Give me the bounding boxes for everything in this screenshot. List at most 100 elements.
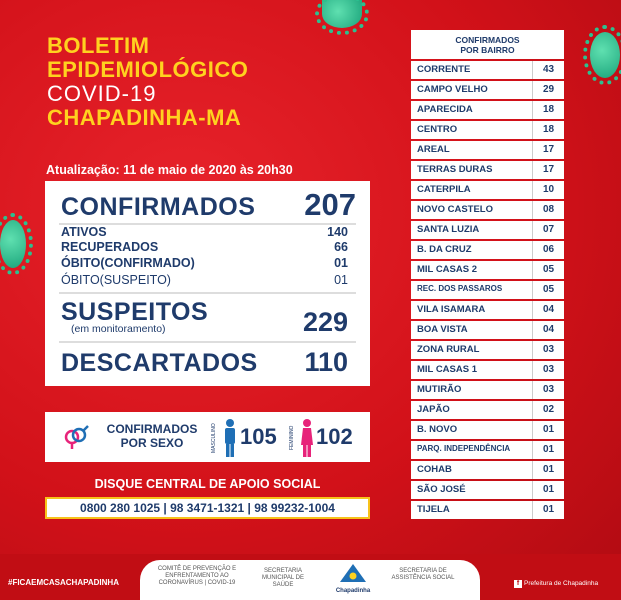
bairro-value: 04 [532, 321, 564, 339]
sex-title-line-1: CONFIRMADOS [106, 422, 198, 436]
title-line-4: CHAPADINHA-MA [47, 105, 242, 130]
prefeitura-label: Prefeitura de Chapadinha [524, 580, 599, 587]
bairro-row: COHAB 01 [411, 461, 564, 479]
bairro-name: BOA VISTA [417, 324, 468, 335]
suspeitos-label: SUSPEITOS [61, 298, 209, 326]
hashtag: #FICAEMCASACHAPADINHA [8, 578, 119, 587]
bairro-value: 43 [532, 61, 564, 79]
divider [59, 223, 356, 225]
virus-icon [315, 0, 369, 35]
bairro-value: 01 [532, 421, 564, 439]
bairro-row: CAMPO VELHO 29 [411, 81, 564, 99]
bairro-name: ZONA RURAL [417, 344, 480, 355]
bairro-row: SÃO JOSÉ 01 [411, 481, 564, 499]
bairro-name: SÃO JOSÉ [417, 484, 466, 495]
bairro-value: 07 [532, 221, 564, 239]
bairro-value: 05 [532, 261, 564, 279]
bairro-value: 29 [532, 81, 564, 99]
recuperados-value: 66 [334, 240, 348, 254]
bairro-row: JAPÃO 02 [411, 401, 564, 419]
bairro-row: SANTA LUZIA 07 [411, 221, 564, 239]
bulletin-title: BOLETIM EPIDEMIOLÓGICO COVID-19 CHAPADIN… [47, 34, 248, 130]
female-value: 102 [316, 424, 353, 449]
bairro-name: VILA ISAMARA [417, 304, 486, 315]
bairro-value: 04 [532, 301, 564, 319]
chapadinha-logo [340, 564, 366, 582]
bairro-row: ZONA RURAL 03 [411, 341, 564, 359]
bairro-row: AREAL 17 [411, 141, 564, 159]
bairro-name: TERRAS DURAS [417, 164, 493, 175]
bairro-row: MUTIRÃO 03 [411, 381, 564, 399]
bairro-name: JAPÃO [417, 404, 450, 415]
bairros-title-2: POR BAIRRO [460, 45, 515, 55]
bairro-value: 01 [532, 481, 564, 499]
ativos-label: ATIVOS [61, 225, 107, 239]
sec-saude-text: SECRETARIA MUNICIPAL DE SAÚDE [261, 568, 304, 588]
title-line-1: BOLETIM [47, 33, 150, 58]
bairro-value: 17 [532, 161, 564, 179]
virus-icon [0, 213, 33, 275]
obito-suspeito-value: 01 [334, 273, 348, 287]
sex-title-line-2: POR SEXO [120, 436, 184, 450]
descartados-value: 110 [304, 347, 348, 377]
sex-card: CONFIRMADOS POR SEXO MASCULINO 105 FEMIN… [45, 412, 370, 462]
bairro-value: 08 [532, 201, 564, 219]
bairro-name: COHAB [417, 464, 452, 475]
comite-text: COMITÊ DE PREVENÇÃO E ENFRENTAMENTO AO C… [157, 566, 237, 586]
footer-logos [140, 560, 480, 600]
bairro-row: NOVO CASTELO 08 [411, 201, 564, 219]
bairro-value: 03 [532, 361, 564, 379]
bairro-value: 01 [532, 461, 564, 479]
bairro-value: 06 [532, 241, 564, 259]
bairro-row: CENTRO 18 [411, 121, 564, 139]
logo-text: Chapadinha [335, 588, 371, 594]
sec-social-text: SECRETARIA DE ASSISTÊNCIA SOCIAL [391, 568, 455, 581]
bairro-value: 03 [532, 381, 564, 399]
bairro-value: 10 [532, 181, 564, 199]
obito-confirmado-value: 01 [334, 256, 348, 270]
suspeitos-value: 229 [302, 307, 348, 337]
bairro-name: CATERPILA [417, 184, 471, 195]
bairro-row: MIL CASAS 1 03 [411, 361, 564, 379]
facebook-icon: f [514, 580, 522, 588]
male-icon [225, 419, 235, 457]
divider [59, 292, 356, 294]
confirmados-value: 207 [304, 187, 356, 222]
bairro-value: 05 [532, 281, 564, 299]
confirmados-label: CONFIRMADOS [61, 193, 256, 221]
bairros-table: CONFIRMADOS POR BAIRRO CORRENTE 43 CAMPO V… [411, 30, 564, 519]
female-icon [301, 419, 313, 457]
bairro-name: MIL CASAS 1 [417, 364, 478, 375]
descartados-label: DESCARTADOS [61, 349, 258, 377]
bairros-header: CONFIRMADOS POR BAIRRO [411, 30, 564, 59]
prefeitura-text: f Prefeitura de Chapadinha [514, 580, 598, 588]
social-phones[interactable]: 0800 280 1025 | 98 3471-1321 | 98 99232-… [45, 497, 370, 519]
male-value: 105 [240, 424, 277, 449]
stats-card: CONFIRMADOS 207 ATIVOS 140 RECUPERADOS 6… [45, 181, 370, 386]
male-label: MASCULINO [211, 423, 217, 453]
bairro-name: NOVO CASTELO [417, 204, 494, 215]
bairro-name: AREAL [417, 144, 450, 155]
bairro-row: B. NOVO 01 [411, 421, 564, 439]
bairro-value: 01 [532, 501, 564, 519]
recuperados-label: RECUPERADOS [61, 240, 159, 254]
female-label: FEMININO [289, 425, 295, 451]
bairro-name: CORRENTE [417, 64, 471, 75]
bairro-name: APARECIDA [417, 104, 473, 115]
title-line-3: COVID-19 [47, 81, 157, 106]
bairro-row: PARQ. INDEPENDÊNCIA 01 [411, 441, 564, 459]
bairro-row: TIJELA 01 [411, 501, 564, 519]
bairro-value: 18 [532, 121, 564, 139]
sex-title: CONFIRMADOS POR SEXO [97, 422, 207, 450]
bairro-value: 02 [532, 401, 564, 419]
bairro-value: 03 [532, 341, 564, 359]
bairro-row: APARECIDA 18 [411, 101, 564, 119]
social-title: DISQUE CENTRAL DE APOIO SOCIAL [94, 477, 321, 491]
divider [59, 341, 356, 343]
bairro-row: BOA VISTA 04 [411, 321, 564, 339]
bairro-name: MIL CASAS 2 [417, 264, 478, 275]
bairro-name: B. NOVO [417, 424, 458, 435]
bairro-name: REC. DOS PASSAROS [417, 284, 503, 293]
obito-confirmado-label: ÓBITO(CONFIRMADO) [61, 256, 195, 270]
suspeitos-sub: (em monitoramento) [71, 323, 166, 335]
